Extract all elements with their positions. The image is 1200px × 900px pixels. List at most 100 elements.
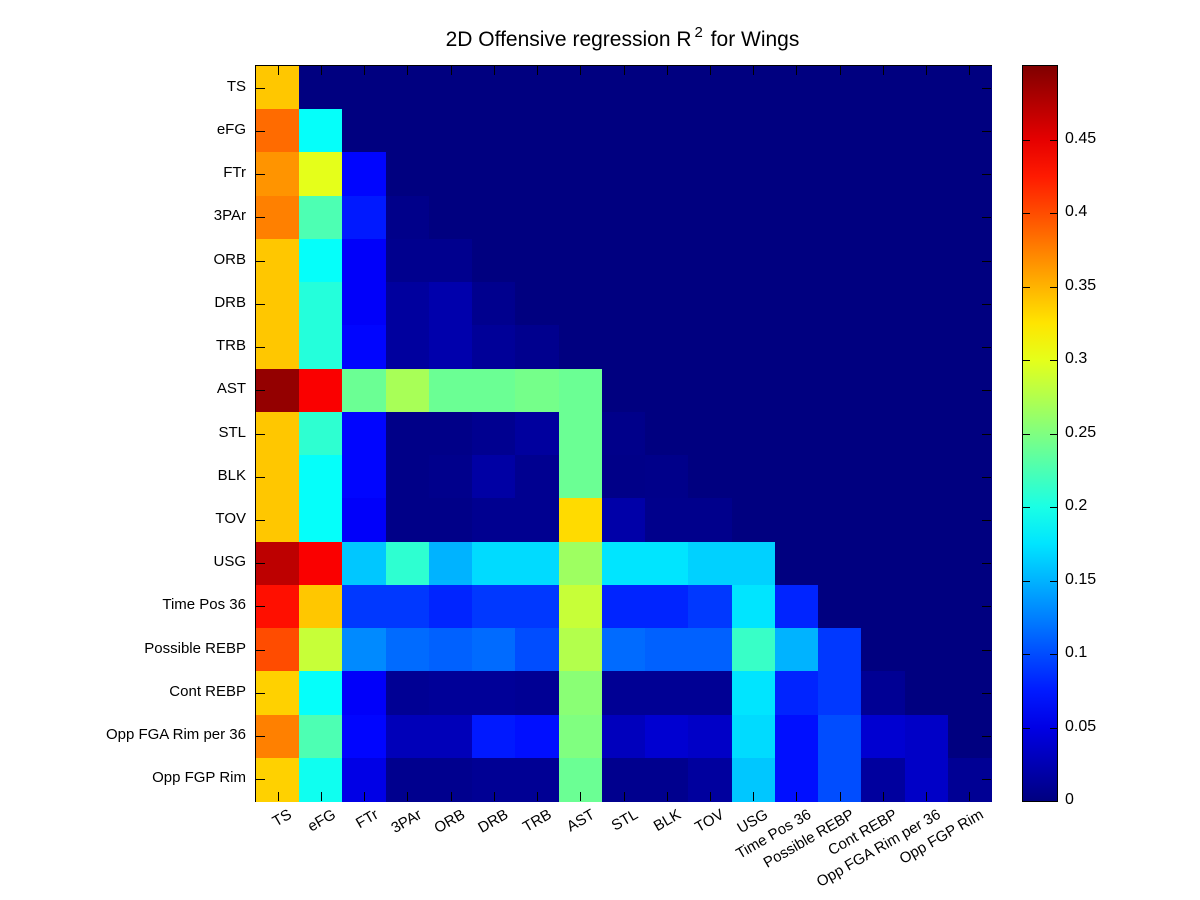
heatmap-cell xyxy=(645,282,689,326)
heatmap-cell xyxy=(472,584,516,629)
heatmap-cell xyxy=(818,109,862,154)
colorbar-tick xyxy=(1050,801,1057,802)
x-tick-label: FTr xyxy=(353,806,382,833)
x-axis-tick xyxy=(537,66,539,75)
heatmap-cell xyxy=(558,671,603,716)
heatmap-cell xyxy=(861,152,906,197)
heatmap-cell xyxy=(774,238,819,283)
heatmap-cell xyxy=(645,411,689,456)
colorbar-tick xyxy=(1050,286,1057,288)
heatmap-cell xyxy=(472,628,516,672)
colorbar-tick-label: 0.45 xyxy=(1065,129,1097,147)
colorbar-tick xyxy=(1023,286,1030,288)
x-axis-tick xyxy=(709,792,711,801)
colorbar-tick xyxy=(1023,580,1030,582)
heatmap-cell xyxy=(342,152,387,197)
x-axis-tick xyxy=(450,66,452,75)
heatmap-cell xyxy=(472,411,516,456)
colorbar-tick xyxy=(1023,139,1030,141)
heatmap-cell xyxy=(731,109,776,154)
heatmap-cell xyxy=(428,628,473,672)
heatmap-cell xyxy=(299,455,344,499)
heatmap-cell xyxy=(385,109,430,154)
heatmap-cell xyxy=(601,109,646,154)
heatmap-cell xyxy=(731,195,776,240)
heatmap-cell xyxy=(601,282,646,326)
heatmap-cell xyxy=(731,282,776,326)
heatmap-cell xyxy=(299,195,344,240)
y-axis-tick xyxy=(982,303,991,305)
heatmap-cell xyxy=(861,584,906,629)
heatmap-cell xyxy=(299,671,344,716)
heatmap-cell xyxy=(558,282,603,326)
x-tick-label: BLK xyxy=(651,806,685,835)
heatmap-cell xyxy=(645,628,689,672)
colorbar xyxy=(1022,65,1058,802)
x-tick-label: TOV xyxy=(692,806,728,837)
heatmap-cell xyxy=(342,455,387,499)
heatmap-cell xyxy=(818,498,862,543)
heatmap-cell xyxy=(428,238,473,283)
heatmap-cell xyxy=(515,714,560,759)
heatmap-cell xyxy=(774,195,819,240)
heatmap-cell xyxy=(601,628,646,672)
heatmap-cell xyxy=(731,455,776,499)
heatmap-cell xyxy=(342,368,387,413)
heatmap-cell xyxy=(731,325,776,370)
heatmap-cell xyxy=(774,411,819,456)
x-axis-tick xyxy=(839,66,841,75)
heatmap-cell xyxy=(774,325,819,370)
heatmap-cell xyxy=(731,584,776,629)
heatmap-cell xyxy=(558,152,603,197)
heatmap-cell xyxy=(774,671,819,716)
heatmap-cell xyxy=(385,195,430,240)
heatmap-cell xyxy=(774,628,819,672)
heatmap-cell xyxy=(861,455,906,499)
colorbar-tick-label: 0.2 xyxy=(1065,497,1088,514)
y-tick-label: Opp FGA Rim per 36 xyxy=(105,726,246,744)
y-axis-tick xyxy=(982,174,991,176)
heatmap-cell xyxy=(342,671,387,716)
heatmap-cell xyxy=(601,714,646,759)
heatmap-cell xyxy=(428,455,473,499)
heatmap-cell xyxy=(428,109,473,154)
heatmap-cell xyxy=(558,584,603,629)
colorbar-tick-label: 0.3 xyxy=(1065,350,1088,367)
y-axis-tick xyxy=(982,519,991,521)
heatmap-cell xyxy=(472,671,516,716)
colorbar-tick-label: 0.25 xyxy=(1065,423,1097,441)
y-axis-tick xyxy=(256,779,265,781)
heatmap-cell xyxy=(601,541,646,586)
heatmap-cell xyxy=(601,368,646,413)
colorbar-tick xyxy=(1023,654,1030,655)
x-axis-tick xyxy=(969,66,971,75)
y-axis-tick xyxy=(982,433,991,435)
colorbar-tick xyxy=(1050,360,1057,361)
heatmap-cell xyxy=(601,152,646,197)
heatmap-cell xyxy=(299,411,344,456)
x-tick-label: STL xyxy=(608,806,641,835)
heatmap-cell xyxy=(861,109,906,154)
heatmap-cell xyxy=(299,282,344,326)
heatmap-cell xyxy=(428,411,473,456)
heatmap-cell xyxy=(299,628,344,672)
y-axis-tick xyxy=(982,390,991,392)
y-tick-label: USG xyxy=(213,553,246,571)
heatmap-cell xyxy=(385,498,430,543)
colorbar-tick xyxy=(1023,360,1030,361)
y-tick-label: TRB xyxy=(216,337,246,354)
x-axis-tick xyxy=(407,792,409,801)
heatmap-cell xyxy=(688,541,733,586)
heatmap-plot-area xyxy=(255,65,992,802)
heatmap-cell xyxy=(861,541,906,586)
heatmap-cell xyxy=(601,195,646,240)
y-axis-tick xyxy=(982,563,991,565)
heatmap-cell xyxy=(904,152,949,197)
heatmap-cell xyxy=(515,628,560,672)
x-axis-tick xyxy=(796,66,798,75)
heatmap-cell xyxy=(385,325,430,370)
x-axis-tick xyxy=(493,66,495,75)
heatmap-cell xyxy=(904,368,949,413)
heatmap-cell xyxy=(385,671,430,716)
